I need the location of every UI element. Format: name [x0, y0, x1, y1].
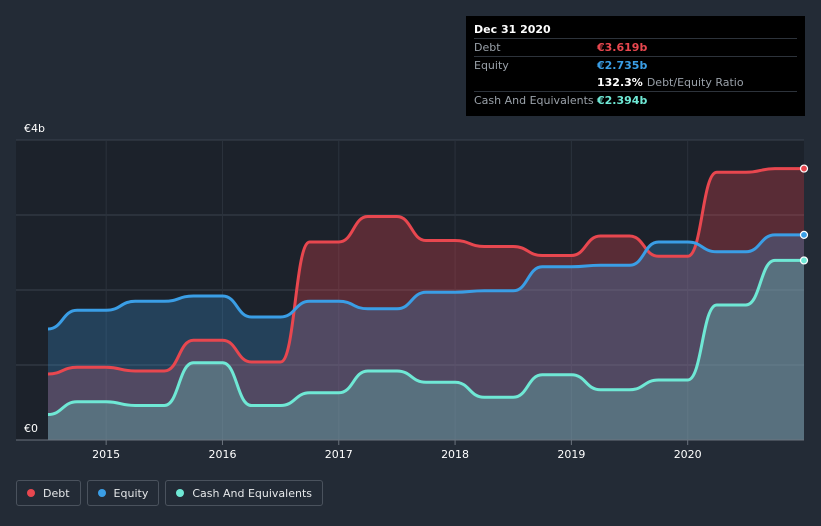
- x-tick-label: 2019: [557, 448, 585, 461]
- x-tick-label: 2015: [92, 448, 120, 461]
- end-marker-cash-and-equivalents: [799, 256, 809, 265]
- legend-dot-debt: [27, 489, 35, 497]
- line-debt: [47, 167, 804, 376]
- tooltip-row-debt: Debt €3.619b: [474, 38, 797, 56]
- tooltip-ratio-value: 132.3%: [597, 76, 643, 89]
- tooltip-row-ratio: 132.3% Debt/Equity Ratio: [474, 74, 797, 91]
- legend-dot-cash: [176, 489, 185, 497]
- line-cash-and-equivalents: [47, 258, 804, 416]
- grid-lines: [16, 139, 804, 441]
- end-marker-debt: [799, 164, 809, 173]
- tooltip-equity-label: Equity: [474, 59, 509, 72]
- y-axis-bottom-label: €0: [24, 422, 38, 435]
- chart-legend: Debt Equity Cash And Equivalents: [16, 480, 323, 508]
- tooltip-row-cash: Cash And Equivalents €2.394b: [474, 91, 797, 109]
- legend-label-equity: Equity: [113, 486, 149, 500]
- tooltip-cash-value: €2.394b: [597, 94, 648, 107]
- tooltip-debt-value: €3.619b: [597, 41, 648, 54]
- series-lines: [47, 167, 804, 416]
- area-cash-and-equivalents: [48, 260, 804, 440]
- data-tooltip: Dec 31 2020 Debt €3.619b Equity €2.735b …: [466, 16, 805, 116]
- x-tick-label: 2020: [674, 448, 702, 461]
- legend-dot-equity: [97, 489, 106, 497]
- tooltip-equity-value: €2.735b: [597, 59, 648, 72]
- x-tick-label: 2018: [441, 448, 469, 461]
- end-marker-equity: [799, 230, 809, 239]
- legend-item-debt[interactable]: Debt: [16, 480, 81, 506]
- x-tick-label: 2016: [208, 448, 236, 461]
- tooltip-ratio-label: Debt/Equity Ratio: [646, 76, 744, 89]
- legend-label-debt: Debt: [43, 486, 70, 500]
- x-tick-label: 2017: [325, 448, 353, 461]
- tooltip-debt-label: Debt: [474, 41, 501, 54]
- tooltip-date: Dec 31 2020: [474, 23, 551, 36]
- x-axis-ticks: 2015 2016 2017 2018 2019 2020: [16, 439, 804, 461]
- legend-item-equity[interactable]: Equity: [86, 480, 160, 506]
- line-equity: [47, 233, 804, 331]
- legend-item-cash[interactable]: Cash And Equivalents: [165, 480, 323, 506]
- tooltip-cash-label: Cash And Equivalents: [474, 94, 594, 107]
- legend-label-cash: Cash And Equivalents: [192, 486, 312, 500]
- tooltip-row-equity: Equity €2.735b: [474, 56, 797, 74]
- series-end-markers: [799, 164, 809, 265]
- y-axis-top-label: €4b: [24, 122, 45, 135]
